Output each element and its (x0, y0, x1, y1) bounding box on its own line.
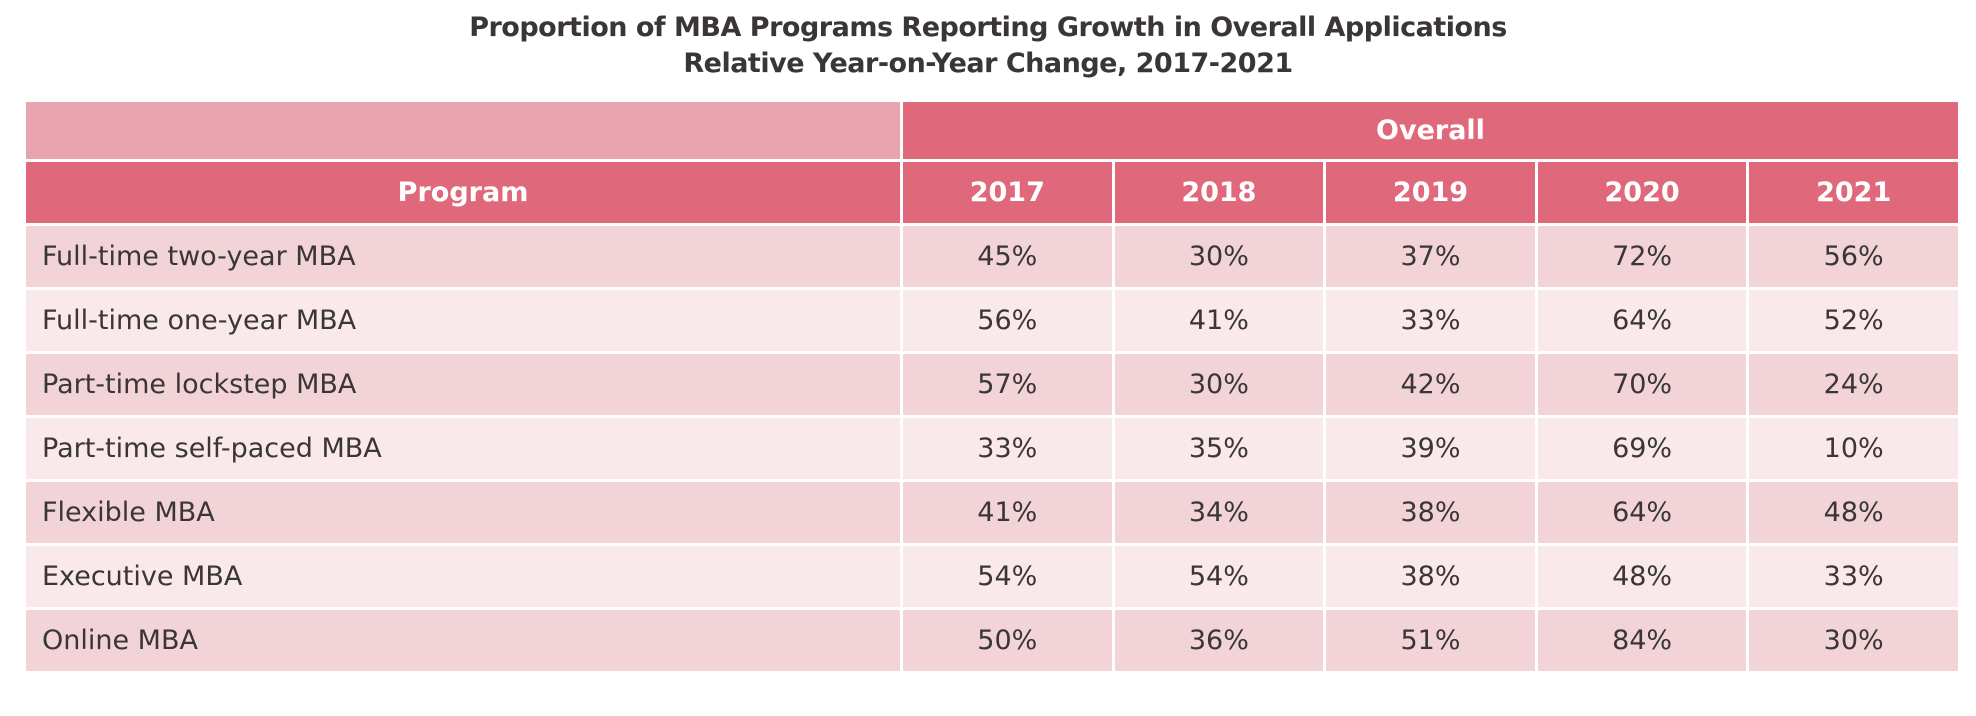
program-cell: Part-time lockstep MBA (23, 351, 903, 418)
value-cell: 33% (900, 415, 1115, 482)
program-cell: Full-time one-year MBA (23, 287, 903, 354)
value-cell: 38% (1323, 543, 1538, 610)
value-cell: 48% (1746, 479, 1961, 546)
value-cell: 48% (1534, 543, 1750, 610)
table-row: Flexible MBA 41% 34% 38% 64% 48% (23, 479, 1961, 546)
value-cell: 30% (1111, 351, 1327, 418)
value-cell: 36% (1111, 607, 1327, 674)
value-cell: 41% (900, 479, 1115, 546)
value-cell: 56% (900, 287, 1115, 354)
table-row: Executive MBA 54% 54% 38% 48% 33% (23, 543, 1961, 610)
value-cell: 34% (1111, 479, 1327, 546)
value-cell: 57% (900, 351, 1115, 418)
program-cell: Full-time two-year MBA (23, 223, 903, 290)
value-cell: 42% (1323, 351, 1538, 418)
value-cell: 64% (1534, 479, 1750, 546)
table-row: Full-time one-year MBA 56% 41% 33% 64% 52% (23, 287, 1961, 354)
value-cell: 39% (1323, 415, 1538, 482)
value-cell: 70% (1534, 351, 1750, 418)
value-cell: 33% (1323, 287, 1538, 354)
value-cell: 30% (1746, 607, 1961, 674)
table-row: Part-time lockstep MBA 57% 30% 42% 70% 24% (23, 351, 1961, 418)
value-cell: 38% (1323, 479, 1538, 546)
value-cell: 64% (1534, 287, 1750, 354)
column-header-program: Program (23, 159, 903, 226)
value-cell: 41% (1111, 287, 1327, 354)
column-header-year: 2020 (1534, 159, 1750, 226)
column-header-year: 2021 (1746, 159, 1961, 226)
value-cell: 24% (1746, 351, 1961, 418)
value-cell: 56% (1746, 223, 1961, 290)
blank-header-cell (23, 99, 903, 162)
value-cell: 33% (1746, 543, 1961, 610)
table-row: Online MBA 50% 36% 51% 84% 30% (23, 607, 1961, 674)
column-header-year: 2017 (900, 159, 1115, 226)
value-cell: 50% (900, 607, 1115, 674)
value-cell: 51% (1323, 607, 1538, 674)
program-cell: Flexible MBA (23, 479, 903, 546)
data-table: Overall Program 2017 2018 2019 2020 2021 Ful… (23, 99, 1961, 674)
table-row: Part-time self-paced MBA 33% 35% 39% 69% 10% (23, 415, 1961, 482)
group-header-overall: Overall (900, 99, 1961, 162)
value-cell: 54% (900, 543, 1115, 610)
value-cell: 52% (1746, 287, 1961, 354)
chart-subtitle: Relative Year-on-Year Change, 2017-2021 (683, 48, 1293, 79)
value-cell: 45% (900, 223, 1115, 290)
value-cell: 30% (1111, 223, 1327, 290)
program-cell: Online MBA (23, 607, 903, 674)
value-cell: 54% (1111, 543, 1327, 610)
value-cell: 84% (1534, 607, 1750, 674)
column-header-year: 2019 (1323, 159, 1538, 226)
program-cell: Executive MBA (23, 543, 903, 610)
value-cell: 35% (1111, 415, 1327, 482)
value-cell: 10% (1746, 415, 1961, 482)
program-cell: Part-time self-paced MBA (23, 415, 903, 482)
value-cell: 37% (1323, 223, 1538, 290)
column-header-year: 2018 (1111, 159, 1327, 226)
chart-title: Proportion of MBA Programs Reporting Gro… (469, 12, 1507, 43)
value-cell: 69% (1534, 415, 1750, 482)
value-cell: 72% (1534, 223, 1750, 290)
table-row: Full-time two-year MBA 45% 30% 37% 72% 56% (23, 223, 1961, 290)
